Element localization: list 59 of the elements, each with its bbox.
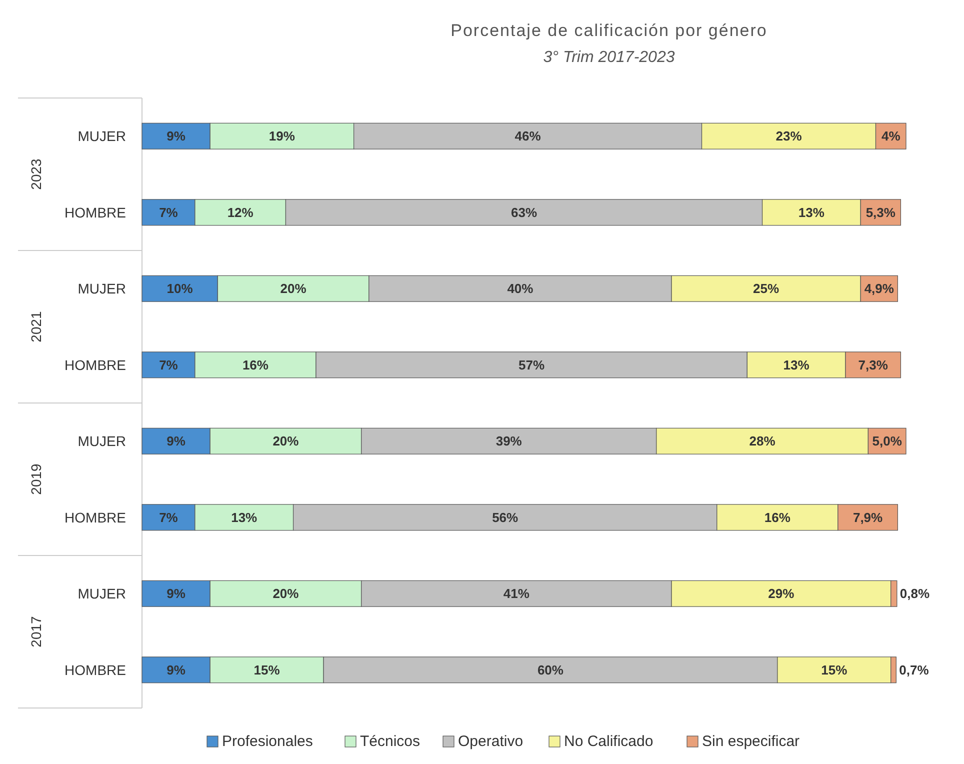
data-label: 60% [537,662,564,678]
chart-subtitle: 3° Trim 2017-2023 [543,49,675,66]
text: 2021 [28,310,44,342]
data-label: 13% [783,357,810,372]
data-label: 0,8% [900,586,930,602]
data-label: 19% [268,128,296,144]
data-label: 40% [507,281,534,296]
data-label: 57% [518,357,546,372]
data-label: 7% [159,510,178,525]
text: 2019 [28,463,44,495]
legend-label: Operativo [458,733,524,750]
data-label: 13% [798,204,825,220]
data-label: 41% [503,586,530,602]
y-tick-label: MUJER [78,433,126,450]
data-label: 4,9% [864,281,894,296]
data-label: 5,0% [872,434,902,449]
data-label: 15% [254,662,280,678]
data-label: 56% [492,510,519,525]
data-label: 9% [166,662,186,678]
data-label: 7% [159,204,178,220]
data-label: 15% [821,662,848,678]
legend-label: No Calificado [564,733,654,750]
data-label: 28% [749,434,776,449]
y-tick-label: HOMBRE [64,356,126,373]
data-label: 9% [166,586,186,602]
data-label: 20% [280,281,307,296]
data-label: 29% [768,586,795,602]
legend-label: Técnicos [360,733,420,750]
legend-label: Sin especificar [702,733,800,750]
data-label: 39% [496,434,522,449]
data-label: 63% [510,204,538,220]
y-tick-label: HOMBRE [64,509,126,526]
y-tick-label: HOMBRE [64,662,126,678]
data-label: 4% [881,128,901,144]
data-label: 12% [227,204,254,220]
text: 2023 [28,158,44,190]
y-tick-label: MUJER [78,586,126,602]
data-label: 16% [764,510,791,525]
legend-label: Profesionales [222,733,313,750]
data-label: 20% [272,586,300,602]
data-label: 9% [166,434,186,449]
y-tick-label: HOMBRE [64,204,126,220]
chart-title: Porcentaje de calificación por género [450,21,768,40]
y-tick-label: MUJER [78,128,126,144]
data-label: 9% [166,128,186,144]
data-label: 10% [166,281,194,296]
data-label: 20% [272,434,300,449]
data-label: 13% [231,510,258,525]
data-label: 46% [514,128,542,144]
data-label: 25% [753,281,780,296]
text: 2017 [28,616,44,648]
data-label: 16% [242,357,269,372]
data-label: 0,7% [899,662,930,678]
data-label: 5,3% [866,204,896,220]
data-label: 7,3% [858,357,888,372]
data-label: 7,9% [852,510,884,525]
data-label: 23% [776,128,802,144]
data-label: 7% [159,357,178,372]
y-tick-label: MUJER [78,280,126,297]
